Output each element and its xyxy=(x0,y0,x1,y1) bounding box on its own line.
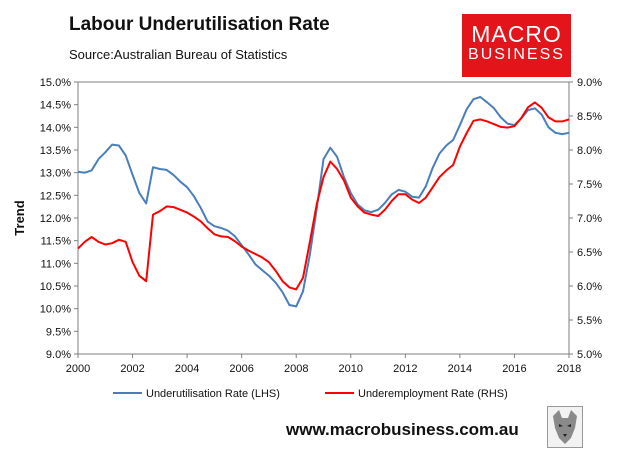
y-left-tick-label: 11.0% xyxy=(41,258,72,270)
x-tick-label: 2010 xyxy=(339,363,363,375)
y-right-tick-label: 9.0% xyxy=(577,77,602,89)
chart-series-lines xyxy=(77,96,570,308)
y-left-tick-label: 13.5% xyxy=(40,145,71,157)
y-right-tick-label: 6.5% xyxy=(577,247,602,259)
y-left-tick-label: 12.5% xyxy=(40,190,71,202)
logo-line-1: MACRO xyxy=(471,21,562,47)
x-tick-label: 2008 xyxy=(284,363,308,375)
y-left-tick-label: 9.0% xyxy=(46,349,71,361)
chart-source: Source:Australian Bureau of Statistics xyxy=(69,47,288,62)
y-right-tick-label: 5.5% xyxy=(577,315,602,327)
y-right-tick-label: 6.0% xyxy=(577,281,602,293)
legend-label: Underutilisation Rate (LHS) xyxy=(146,388,280,400)
y-right-tick-label: 5.0% xyxy=(577,349,602,361)
series-line-underutilisation xyxy=(77,96,570,308)
x-tick-label: 2006 xyxy=(229,363,253,375)
logo-line-2: BUSINESS xyxy=(468,46,565,63)
wolf-logo-icon xyxy=(547,406,583,448)
x-tick-label: 2018 xyxy=(557,363,581,375)
macrobusiness-logo: MACRO BUSINESS xyxy=(462,14,571,77)
y-left-tick-label: 13.0% xyxy=(40,168,71,180)
y-right-tick-label: 7.5% xyxy=(577,179,602,191)
chart-legend: Underutilisation Rate (LHS) Underemployme… xyxy=(113,388,508,400)
y-right-tick-label: 8.5% xyxy=(577,111,602,123)
y-left-tick-label: 15.0% xyxy=(40,77,71,89)
series-line-underemployment xyxy=(77,101,570,291)
x-tick-label: 2002 xyxy=(120,363,144,375)
y-right-tick-label: 7.0% xyxy=(577,213,602,225)
legend-label: Underemployment Rate (RHS) xyxy=(358,388,508,400)
y-left-tick-label: 10.5% xyxy=(40,281,71,293)
x-tick-label: 2016 xyxy=(502,363,526,375)
chart-title: Labour Underutilisation Rate xyxy=(69,14,330,35)
y-left-tick-label: 11.5% xyxy=(41,236,72,248)
website-url: www.macrobusiness.com.au xyxy=(286,420,519,439)
y-left-tick-label: 12.0% xyxy=(40,213,71,225)
x-tick-label: 2000 xyxy=(66,363,90,375)
y-left-tick-label: 14.5% xyxy=(40,100,71,112)
y-right-tick-label: 8.0% xyxy=(577,145,602,157)
y-left-tick-label: 10.0% xyxy=(40,304,71,316)
chart-axes: 9.0% 9.5% 10.0% 10.5% 11.0% 11.5% 12.0% 12.5% 13… xyxy=(12,77,602,375)
x-tick-label: 2012 xyxy=(393,363,417,375)
y-left-tick-label: 14.0% xyxy=(40,122,71,134)
y-left-tick-label: 9.5% xyxy=(46,326,71,338)
y-axis-label: Trend xyxy=(12,200,27,235)
x-tick-label: 2004 xyxy=(175,363,199,375)
x-tick-label: 2014 xyxy=(448,363,472,375)
